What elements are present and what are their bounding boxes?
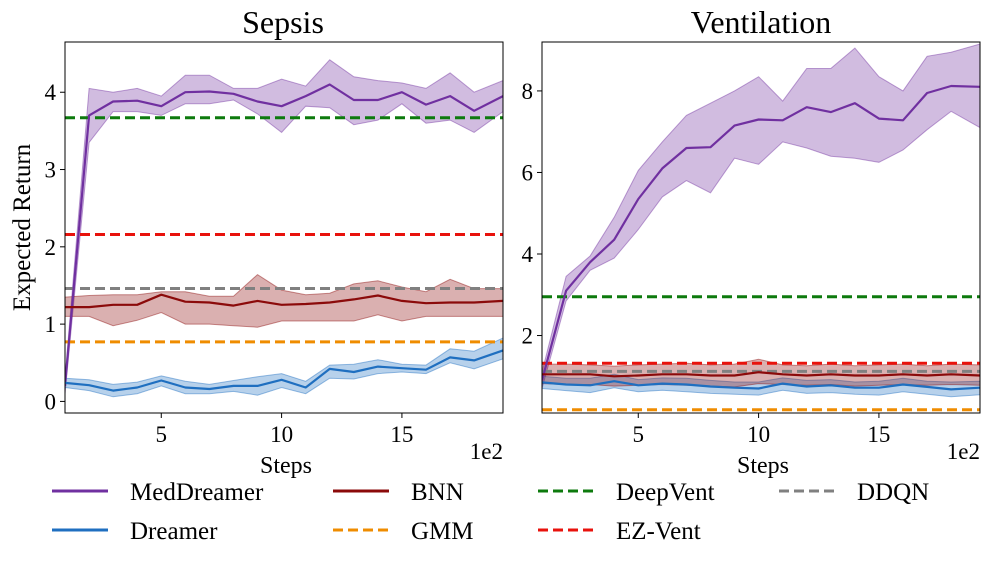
sepsis-y-tick-label: 4 (45, 80, 57, 105)
legend-label-bnn: BNN (411, 479, 464, 506)
ventilation-axes-frame (541, 41, 981, 414)
sepsis-x-multiplier: 1e2 (470, 439, 503, 464)
sepsis-title: Sepsis (242, 4, 324, 40)
ventilation-plot-area (542, 43, 980, 412)
sepsis-y-axis-label: Expected Return (9, 143, 36, 311)
legend-label-gmm: GMM (411, 518, 474, 545)
ventilation-y-tick-label: 8 (522, 79, 534, 104)
ventilation-y-tick-label: 4 (522, 242, 534, 267)
ventilation-x-tick-label: 5 (633, 422, 645, 447)
ventilation-y-tick-label: 2 (522, 324, 534, 349)
sepsis-bnn-line (65, 293, 503, 309)
sepsis-x-tick-label: 5 (156, 422, 168, 447)
sepsis-dreamer-band (65, 337, 503, 398)
legend-label-meddreamer: MedDreamer (130, 479, 264, 506)
legend-label-deepvent: DeepVent (616, 479, 715, 506)
ventilation-title: Ventilation (691, 4, 831, 40)
ventilation-meddreamer-band (542, 43, 980, 389)
sepsis-meddreamer-line (65, 83, 503, 386)
ventilation-x-tick-label: 10 (747, 422, 770, 447)
sepsis-x-tick-label: 15 (390, 422, 413, 447)
ventilation-x-multiplier: 1e2 (947, 439, 980, 464)
legend-label-ddqn: DDQN (857, 479, 929, 506)
sepsis-x-tick-label: 10 (270, 422, 293, 447)
sepsis-y-tick-label: 0 (45, 389, 57, 414)
legend: MedDreamer BNN DeepVent DDQN Dreamer GMM EZ-Ve… (52, 479, 929, 545)
legend-label-ez-vent: EZ-Vent (616, 518, 701, 545)
ventilation-y-tick-label: 6 (522, 160, 534, 185)
ventilation-dreamer-band (542, 373, 980, 398)
sepsis-y-tick-label: 1 (45, 312, 57, 337)
ventilation-x-axis-label: Steps (737, 453, 789, 479)
sepsis-meddreamer-band (65, 59, 503, 394)
sepsis-dreamer-line (65, 349, 503, 392)
ventilation-meddreamer-line (542, 84, 980, 381)
ventilation-x-tick-label: 15 (867, 422, 890, 447)
sepsis-bnn-band (65, 273, 503, 328)
ventilation-bnn-line (542, 371, 980, 378)
ventilation-dreamer-line (542, 380, 980, 391)
sepsis-y-tick-label: 2 (45, 235, 57, 260)
sepsis-axes-frame (64, 41, 504, 414)
legend-label-dreamer: Dreamer (130, 518, 218, 545)
sepsis-y-tick-label: 3 (45, 158, 57, 183)
sepsis-plot-area (65, 59, 503, 398)
sepsis-x-axis-label: Steps (260, 453, 312, 479)
